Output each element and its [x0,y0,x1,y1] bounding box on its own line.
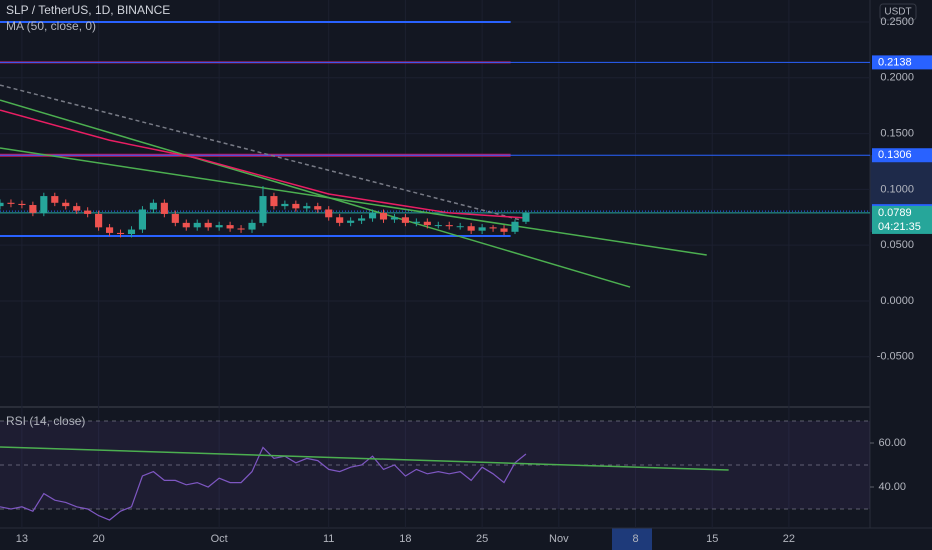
rsi-trendline [0,446,729,471]
y-tick-label: 0.2500 [880,16,914,28]
candle-body [478,227,486,231]
candle-body [292,203,300,209]
currency-box[interactable] [879,3,917,21]
y-tick-label: -0.0500 [877,351,914,363]
candle-body [160,202,168,214]
candle-body [434,225,442,227]
candle-body [456,226,464,228]
candle-body [215,225,223,228]
x-tick-label: Nov [549,533,569,545]
rsi-title: RSI (14, close) [6,414,85,428]
x-tick-label: 13 [16,533,28,545]
candle-body [40,196,48,213]
candle-body [226,225,234,229]
candle-body [84,210,92,214]
x-tick-label: 25 [476,533,488,545]
candle-body [325,209,333,218]
candle-body [336,217,344,223]
candle-body [489,227,497,229]
candle-body [401,217,409,223]
x-tick-label: 20 [92,533,104,545]
candle-body [390,217,399,220]
candle-body [522,212,530,222]
x-tick-label: 11 [323,533,334,545]
indicator-label[interactable]: MA (50, close, 0) [6,19,96,33]
candle-body [347,220,355,223]
price-tag-label: 0.2138 [878,56,912,68]
moving-average [0,109,526,219]
candle-body [51,196,59,203]
x-tick-label: 18 [399,533,411,545]
candle-body [18,203,26,206]
candle-body [106,227,114,233]
price-tag [872,148,932,163]
date-highlight [612,528,652,550]
candle-body [500,228,508,232]
y-tick-label: 60.00 [878,437,906,449]
y-tick-label: 0.0500 [880,239,914,251]
candle-body [281,203,289,207]
candle-body [423,221,431,226]
price-tag [872,205,932,234]
currency-label[interactable]: USDT [884,7,911,18]
candle-body [511,221,519,232]
candle-body [237,228,245,230]
candle-body [0,202,4,207]
candle-body [29,205,37,213]
price-tag-label: 0.1306 [878,149,912,161]
price-tag [872,55,932,70]
y-tick-label: 0.2000 [880,72,914,84]
candle-body [182,222,190,228]
candle-body [116,232,125,235]
y-tick-label: 0.0000 [880,295,914,307]
trendline [0,99,631,288]
candle-body [248,222,256,230]
x-tick-label: 8 [632,533,638,545]
candle-body [412,221,420,223]
y-tick-label: 40.00 [878,481,906,493]
y-tick-label: 0.1000 [880,183,914,195]
candle-body [270,196,278,207]
candle-body [303,206,311,209]
symbol-title[interactable]: SLP / TetherUS, 1D, BINANCE [6,3,170,17]
candle-body [7,202,15,204]
candle-body [127,229,136,235]
rsi-line [0,446,527,521]
rsi-band-fill [0,421,870,509]
y-tick-label: 0.1500 [880,127,914,139]
candle-body [62,202,70,207]
candle-body [368,212,377,219]
candle-body [467,226,475,231]
candle-body [193,222,201,228]
trendline [0,84,521,221]
trendline [0,147,707,256]
countdown: 04:21:35 [878,221,921,233]
x-tick-label: 22 [783,533,795,545]
candle-body [314,206,322,210]
candle-body [445,225,453,227]
candle-body [204,222,212,228]
candle-body [259,196,267,223]
candle-body [73,206,81,211]
candle-body [358,218,366,221]
candle-body [171,213,179,223]
x-tick-label: Oct [211,533,228,545]
candle-body [149,202,157,210]
x-tick-label: 15 [706,533,718,545]
candle-body [138,209,147,230]
price-tag-label: 0.0789 [878,207,912,219]
candle-body [379,212,388,220]
candle-body [95,213,103,228]
